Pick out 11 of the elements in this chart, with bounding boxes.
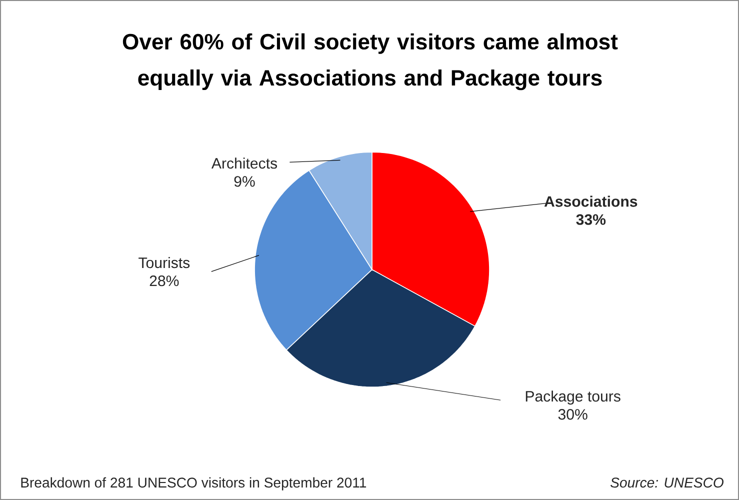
chart-title: Over 60% of Civil society visitors came almost equally via Associations and Package tours xyxy=(122,33,618,90)
text: Breakdown of 281 UNESCO visitors in September 2011 xyxy=(21,477,366,490)
data-label: 28% xyxy=(150,275,179,286)
slice-label: Tourists xyxy=(138,257,190,268)
source-note: Source: UNESCO xyxy=(610,478,724,488)
data-label: 30% xyxy=(558,409,588,420)
slice-label: Architects xyxy=(211,158,277,169)
data-label: 33% xyxy=(576,214,606,225)
data-label: 9% xyxy=(234,176,255,187)
slice-label: Associations xyxy=(544,196,638,207)
slice-label: Package tours xyxy=(526,390,620,405)
